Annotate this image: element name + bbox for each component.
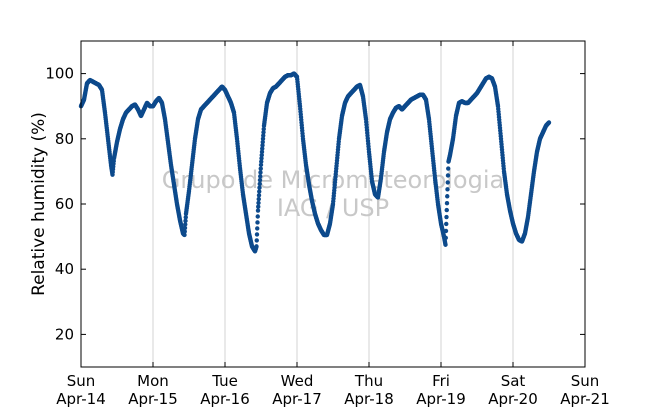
data-point [444, 221, 449, 227]
y-tick-label: 40 [55, 260, 74, 278]
data-point [443, 228, 449, 234]
data-point [183, 222, 188, 227]
y-tick-label: 20 [55, 325, 74, 343]
x-tick-label-date: Apr-19 [416, 390, 466, 408]
y-axis-title: Relative humidity (%) [29, 112, 49, 296]
data-point [257, 181, 262, 187]
y-tick-label: 60 [55, 195, 74, 213]
y-axis: 20 40 60 80 100 [45, 65, 585, 343]
y-tick-label: 100 [45, 65, 74, 83]
y-tick-label: 80 [55, 130, 74, 148]
data-points [78, 71, 552, 254]
data-point [445, 173, 451, 178]
data-point [257, 185, 262, 190]
data-point [257, 189, 262, 194]
x-tick-label-day: Thu [354, 372, 383, 390]
data-point [261, 126, 266, 132]
data-point [259, 156, 264, 161]
data-point [182, 225, 188, 231]
x-tick-label-day: Mon [137, 372, 169, 390]
x-tick-label-day: Wed [281, 372, 314, 390]
data-point [258, 166, 263, 171]
data-point [445, 194, 450, 199]
data-point [254, 232, 260, 237]
data-point [259, 149, 265, 155]
data-point [259, 152, 264, 158]
grid-layer [152, 41, 514, 367]
data-point [546, 120, 552, 125]
data-point [255, 214, 260, 219]
x-tick-label-day: Sun [571, 372, 600, 390]
x-axis: SunApr-14MonApr-15TueApr-16WedApr-17ThuA… [56, 41, 610, 408]
data-point [260, 136, 266, 141]
x-tick-label-day: Tue [211, 372, 238, 390]
data-point [444, 214, 449, 220]
x-tick-label-date: Apr-21 [560, 390, 610, 408]
data-point [183, 218, 188, 224]
data-point [258, 170, 263, 175]
data-point [260, 146, 265, 151]
data-point [258, 162, 264, 168]
data-point [260, 139, 265, 145]
data-point [444, 207, 449, 213]
data-point [254, 238, 259, 243]
data-point [257, 177, 263, 183]
data-point [182, 229, 187, 234]
x-tick-label-date: Apr-18 [344, 390, 394, 408]
x-tick-label-day: Fri [432, 372, 450, 390]
data-point [256, 204, 261, 209]
data-point [443, 235, 448, 241]
data-point [255, 220, 260, 225]
data-point [182, 232, 187, 238]
data-point [260, 143, 265, 148]
x-tick-label-date: Apr-15 [128, 390, 178, 408]
data-point [256, 193, 262, 198]
x-tick-label-date: Apr-16 [200, 390, 250, 408]
data-point [443, 242, 448, 247]
data-point [256, 200, 261, 206]
data-point [446, 166, 451, 171]
data-point [255, 226, 260, 231]
data-point [183, 215, 188, 220]
data-point [445, 187, 450, 192]
data-point [259, 159, 264, 164]
data-point [261, 133, 266, 138]
data-point [255, 208, 261, 213]
x-tick-label-date: Apr-17 [272, 390, 322, 408]
x-tick-label-date: Apr-20 [488, 390, 538, 408]
data-point [261, 130, 266, 135]
x-tick-label-date: Apr-14 [56, 390, 106, 408]
x-tick-label-day: Sat [501, 372, 526, 390]
data-point [444, 200, 450, 206]
data-point [254, 244, 259, 249]
x-tick-label-day: Sun [67, 372, 96, 390]
data-point [256, 196, 261, 202]
data-point [445, 180, 450, 185]
data-point [258, 174, 263, 179]
